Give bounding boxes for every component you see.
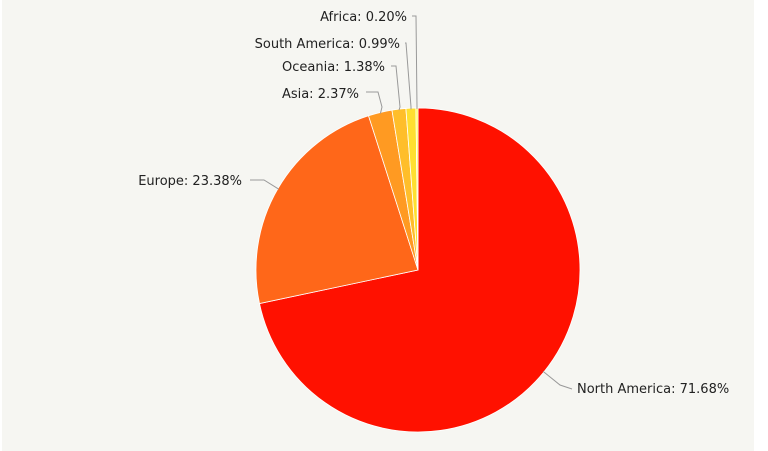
slice-label-europe: Europe: 23.38% [138, 174, 242, 189]
leader-line-north-america [542, 371, 573, 390]
slice-label-africa: Africa: 0.20% [320, 10, 407, 25]
label-leader-lines [250, 15, 573, 390]
leader-line-asia [366, 91, 383, 114]
slice-label-north-america: North America: 71.68% [577, 382, 729, 397]
leader-line-oceania [391, 65, 401, 111]
slice-label-oceania: Oceania: 1.38% [282, 60, 385, 75]
slice-label-south-america: South America: 0.99% [255, 37, 400, 52]
leader-line-africa [412, 15, 418, 109]
slice-labels: North America: 71.68% Europe: 23.38% Asia:… [138, 10, 729, 397]
pie-slices [255, 107, 581, 433]
leader-line-europe [250, 179, 280, 190]
slice-label-asia: Asia: 2.37% [282, 87, 359, 102]
leader-line-south-america [405, 42, 412, 110]
